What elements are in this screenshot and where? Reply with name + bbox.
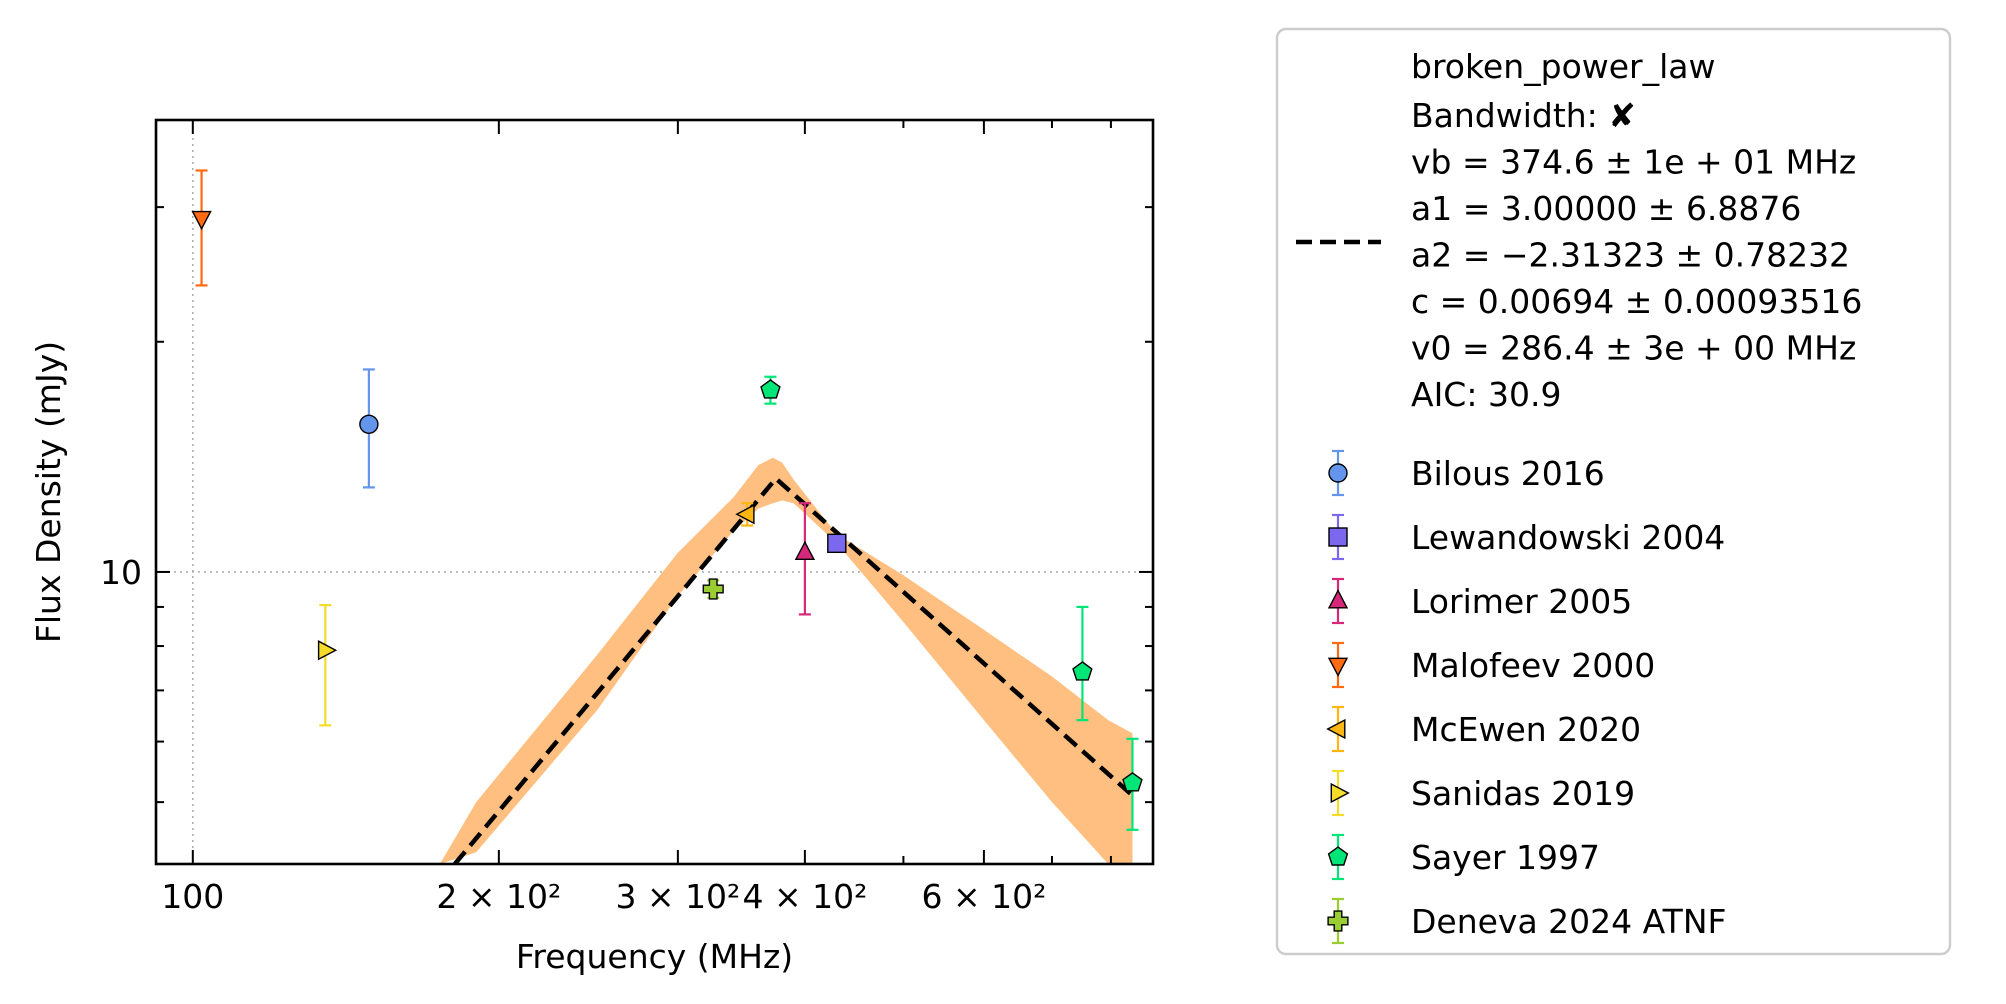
data-point-sayer-1997-2: [1122, 772, 1143, 792]
legend-fit-param-2: a1 = 3.00000 ± 6.8876: [1411, 189, 1801, 228]
data-point-mcewen-2020-0: [735, 504, 755, 525]
data-point-deneva-2024-atnf-0: [702, 578, 724, 600]
legend-fit-param-5: v0 = 286.4 ± 3e + 00 MHz: [1411, 329, 1856, 368]
data-point-sayer-1997-1: [1072, 661, 1093, 681]
legend-marker-sanidas-2019: [1330, 782, 1350, 804]
x-tick-label-100: 100: [161, 877, 224, 916]
y-axis-title: Flux Density (mJy): [29, 341, 68, 643]
legend-fit-param-4: c = 0.00694 ± 0.00093516: [1411, 282, 1862, 321]
legend-label-bilous-2016: Bilous 2016: [1411, 454, 1605, 493]
fit-uncertainty-band: [439, 457, 1133, 864]
legend-label-lewandowski-2004: Lewandowski 2004: [1411, 518, 1725, 557]
data-point-malofeev-2000-0: [191, 210, 212, 231]
legend-label-sayer-1997: Sayer 1997: [1411, 838, 1600, 877]
legend-fit-param-0: Bandwidth: ✘: [1411, 96, 1636, 135]
legend-label-sanidas-2019: Sanidas 2019: [1411, 774, 1635, 813]
y-tick-label-10: 10: [100, 553, 142, 592]
legend-marker-lorimer-2005: [1327, 589, 1349, 609]
legend-fit-param-1: vb = 374.6 ± 1e + 01 MHz: [1411, 143, 1856, 182]
legend-label-lorimer-2005: Lorimer 2005: [1411, 582, 1632, 621]
legend-box: [1275, 27, 1952, 956]
x-tick-label-600: 6 × 10²: [921, 877, 1046, 916]
legend-label-deneva-2024-atnf: Deneva 2024 ATNF: [1411, 902, 1726, 941]
legend-marker-mcewen-2020: [1326, 718, 1346, 740]
legend-fit-label: broken_power_law: [1411, 47, 1716, 86]
x-tick-label-200: 2 × 10²: [436, 877, 561, 916]
fit-curve: [453, 475, 1134, 864]
legend-marker-bilous-2016: [1328, 463, 1348, 483]
data-point-bilous-2016-0: [359, 414, 379, 434]
data-point-lorimer-2005-0: [794, 540, 816, 560]
legend-label-malofeev-2000: Malofeev 2000: [1411, 646, 1655, 685]
legend: broken_power_law Bandwidth: ✘ vb = 374.6 ±…: [1275, 27, 1952, 956]
legend-marker-deneva-2024-atnf: [1327, 910, 1349, 932]
legend-marker-sayer-1997: [1327, 846, 1349, 866]
legend-marker-lewandowski-2004: [1328, 527, 1348, 547]
legend-fit-param-6: AIC: 30.9: [1411, 375, 1561, 414]
legend-marker-malofeev-2000: [1327, 657, 1349, 677]
x-axis-title: Frequency (MHz): [516, 937, 793, 976]
x-tick-label-400: 4 × 10²: [742, 877, 867, 916]
x-tick-label-300: 3 × 10²: [615, 877, 740, 916]
legend-label-mcewen-2020: McEwen 2020: [1411, 710, 1641, 749]
data-point-sayer-1997-0: [760, 379, 781, 399]
data-point-sanidas-2019-0: [317, 640, 338, 661]
legend-fit-param-3: a2 = −2.31323 ± 0.78232: [1411, 236, 1850, 275]
data-point-lewandowski-2004-0: [827, 533, 847, 554]
plot-area: [156, 120, 1153, 864]
axes-frame: [154, 118, 1155, 866]
axes: 100 2 × 10² 3 × 10² 4 × 10² 6 × 10² 10 Frequen…: [29, 118, 1155, 976]
